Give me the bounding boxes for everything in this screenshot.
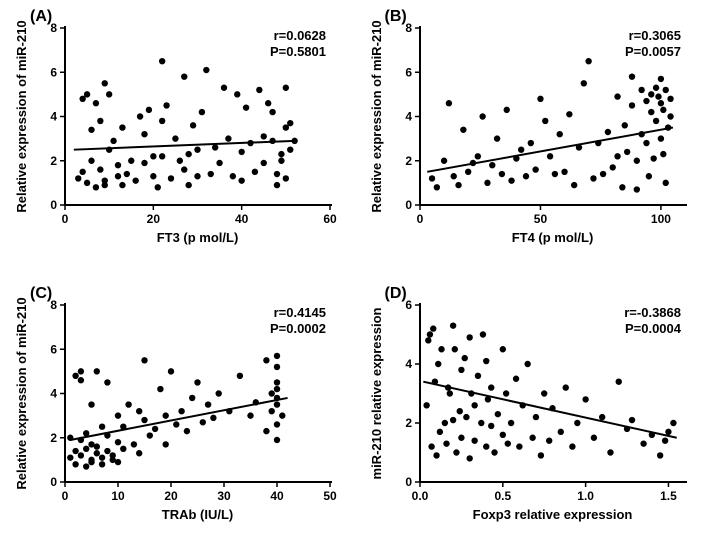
svg-text:6: 6 <box>50 65 57 79</box>
panel-label-B: (B) <box>385 8 407 26</box>
svg-text:6: 6 <box>405 65 412 79</box>
panel-A: (A) 024680204060FT3 (p mol/L)Relative ex… <box>10 10 345 257</box>
svg-text:P=0.0057: P=0.0057 <box>624 44 680 59</box>
svg-text:2: 2 <box>405 154 412 168</box>
svg-text:20: 20 <box>147 212 161 226</box>
svg-text:FT3 (p mol/L): FT3 (p mol/L) <box>157 230 239 245</box>
panel-label-A: (A) <box>30 8 52 26</box>
svg-text:Relative expression of miR-210: Relative expression of miR-210 <box>14 20 29 212</box>
svg-text:20: 20 <box>164 489 178 503</box>
svg-text:4: 4 <box>405 357 412 371</box>
svg-text:100: 100 <box>650 212 670 226</box>
svg-text:0.5: 0.5 <box>494 489 511 503</box>
svg-text:1.0: 1.0 <box>577 489 594 503</box>
svg-text:0: 0 <box>416 212 423 226</box>
svg-text:r=0.3065: r=0.3065 <box>628 28 680 43</box>
scatter-A: 024680204060FT3 (p mol/L)Relative expres… <box>10 10 340 250</box>
svg-text:P=0.0004: P=0.0004 <box>624 321 681 336</box>
svg-text:r=0.4145: r=0.4145 <box>274 305 326 320</box>
svg-text:TRAb (IU/L): TRAb (IU/L) <box>162 507 233 522</box>
svg-text:40: 40 <box>270 489 284 503</box>
svg-text:P=0.5801: P=0.5801 <box>270 44 326 59</box>
svg-text:r=-0.3868: r=-0.3868 <box>624 305 681 320</box>
svg-text:0.0: 0.0 <box>411 489 428 503</box>
panel-D: (D) 02460.00.51.01.5Foxp3 relative expre… <box>365 287 700 534</box>
svg-text:40: 40 <box>235 212 249 226</box>
panel-label-D: (D) <box>385 285 407 303</box>
svg-text:10: 10 <box>111 489 125 503</box>
svg-text:6: 6 <box>50 342 57 356</box>
svg-text:50: 50 <box>323 489 337 503</box>
chart-grid: (A) 024680204060FT3 (p mol/L)Relative ex… <box>10 10 699 533</box>
svg-text:0: 0 <box>50 198 57 212</box>
svg-text:60: 60 <box>323 212 337 226</box>
svg-text:Relative expression of miR-210: Relative expression of miR-210 <box>369 20 384 212</box>
svg-text:Foxp3 relative expression: Foxp3 relative expression <box>472 507 632 522</box>
scatter-D: 02460.00.51.01.5Foxp3 relative expressio… <box>365 287 695 527</box>
svg-text:0: 0 <box>405 198 412 212</box>
svg-text:0: 0 <box>62 489 69 503</box>
svg-text:0: 0 <box>62 212 69 226</box>
svg-text:Relative expression of miR-210: Relative expression of miR-210 <box>14 297 29 489</box>
svg-text:4: 4 <box>50 386 57 400</box>
svg-text:2: 2 <box>50 154 57 168</box>
panel-C: (C) 0246801020304050TRAb (IU/L)Relative … <box>10 287 345 534</box>
scatter-C: 0246801020304050TRAb (IU/L)Relative expr… <box>10 287 340 527</box>
panel-label-C: (C) <box>30 285 52 303</box>
svg-text:4: 4 <box>50 110 57 124</box>
svg-text:30: 30 <box>217 489 231 503</box>
svg-text:P=0.0002: P=0.0002 <box>270 321 326 336</box>
svg-text:r=0.0628: r=0.0628 <box>274 28 326 43</box>
svg-text:2: 2 <box>50 430 57 444</box>
panel-B: (B) 02468050100FT4 (p mol/L)Relative exp… <box>365 10 700 257</box>
svg-text:0: 0 <box>405 475 412 489</box>
svg-text:0: 0 <box>50 475 57 489</box>
svg-text:50: 50 <box>533 212 547 226</box>
scatter-B: 02468050100FT4 (p mol/L)Relative express… <box>365 10 695 250</box>
svg-text:miR-210 relative expression: miR-210 relative expression <box>369 307 384 479</box>
svg-text:1.5: 1.5 <box>660 489 677 503</box>
svg-text:2: 2 <box>405 416 412 430</box>
svg-text:4: 4 <box>405 110 412 124</box>
svg-text:FT4 (p mol/L): FT4 (p mol/L) <box>511 230 593 245</box>
